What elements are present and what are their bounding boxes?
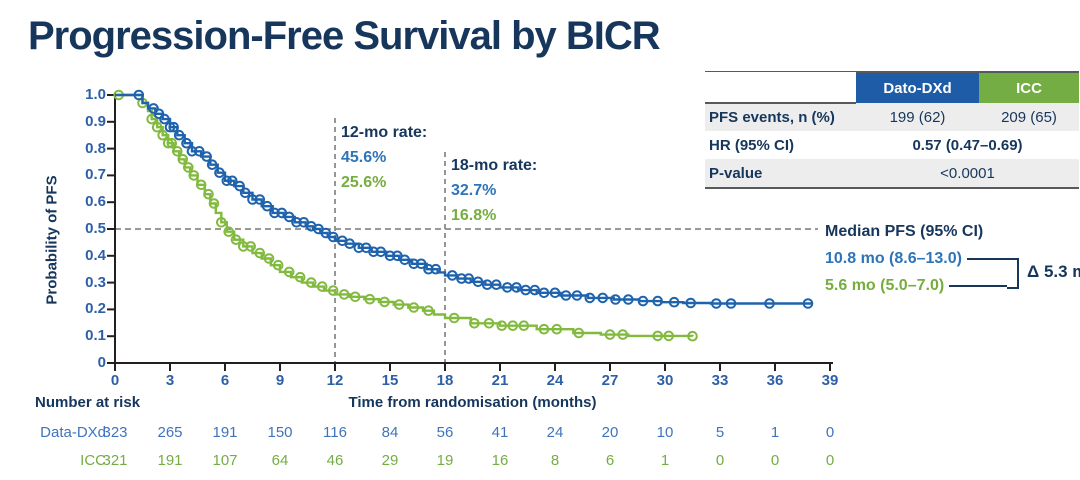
x-tick-label: 18 [436,372,454,389]
risk-count: 0 [825,452,835,469]
stats-header-icc: ICC [979,73,1079,103]
risk-count: 6 [605,452,615,469]
x-tick-label: 6 [220,372,230,389]
x-tick-label: 33 [711,372,729,389]
x-tick-label: 36 [766,372,784,389]
risk-count: 0 [715,452,725,469]
rate-18mo-dato-value: 32.7% [451,182,497,199]
x-tick-label: 39 [821,372,839,389]
x-axis-label: Time from randomisation (months) [348,394,597,411]
stats-hr-value: 0.57 (0.47–0.69) [912,136,1023,154]
x-tick-label: 12 [326,372,344,389]
stats-label-pfs-events: PFS events, n (%) [709,108,835,126]
x-tick-label: 24 [546,372,564,389]
risk-count: 16 [491,452,509,469]
stats-label-pvalue: P-value [709,164,763,182]
risk-row-label: Data-DXd [40,424,106,441]
stats-header-row: Dato-DXd ICC [705,72,1079,104]
median-pfs-title: Median PFS (95% CI) [825,223,984,240]
x-tick-label: 0 [110,372,120,389]
median-icc-value: 5.6 mo (5.0–7.0) [825,276,945,294]
rate-12mo-icc-value: 25.6% [341,174,387,191]
stats-header-dato-dxd: Dato-DXd [856,73,979,103]
median-pfs-annotation: Median PFS (95% CI) 10.8 mo (8.6–13.0) 5… [825,218,1080,299]
risk-count: 10 [656,424,674,441]
rate-12mo-dato-value: 45.6% [341,149,387,166]
y-tick-label: 0.4 [85,246,106,264]
y-tick-label: 0.2 [85,300,106,318]
page-title: Progression-Free Survival by BICR [28,14,661,58]
risk-count: 0 [825,424,835,441]
y-tick-label: 0.9 [85,112,106,130]
y-tick-label: 0 [97,354,106,371]
risk-count: 64 [271,452,289,469]
risk-count: 321 [102,452,128,469]
risk-count: 24 [546,424,564,441]
stats-pfs-events-icc: 209 (65) [1001,108,1057,126]
risk-count: 8 [550,452,560,469]
y-tick-label: 0.5 [85,220,106,237]
number-at-risk-heading: Number at risk [35,394,141,411]
stats-row-pvalue: P-value <0.0001 [705,159,1079,187]
rate-18mo-icc-value: 16.8% [451,207,497,224]
x-tick-label: 27 [601,372,619,389]
y-tick-label: 1.0 [85,86,106,103]
rate-18mo-title: 18-mo rate: [451,157,538,174]
stats-header-empty [705,72,856,104]
stats-row-hr: HR (95% CI) 0.57 (0.47–0.69) [705,131,1079,159]
y-tick-label: 0.3 [85,273,106,291]
risk-count: 46 [326,452,344,469]
risk-count: 29 [381,452,399,469]
risk-count: 116 [323,424,347,441]
risk-row-label: ICC [80,452,106,469]
rate-12mo-title: 12-mo rate: [341,124,428,141]
stats-pfs-events-dato: 199 (62) [889,108,946,126]
bracket-arm-bottom [949,284,1007,287]
stats-table: Dato-DXd ICC PFS events, n (%) 199 (62) … [705,71,1079,189]
stats-label-hr: HR (95% CI) [709,136,795,154]
rate-12mo-annotation: 12-mo rate: 45.6% 25.6% [341,120,427,195]
y-tick-label: 0.8 [85,139,106,157]
risk-count: 19 [436,452,454,469]
risk-count: 191 [212,424,238,441]
x-tick-label: 3 [165,372,175,389]
risk-count: 56 [436,424,454,441]
x-tick-label: 9 [275,372,285,389]
delta-bracket [1007,258,1019,289]
median-dato-value: 10.8 mo (8.6–13.0) [825,249,962,267]
risk-count: 5 [715,424,725,441]
stats-pvalue-value: <0.0001 [940,164,995,182]
y-tick-label: 0.1 [85,327,106,345]
risk-count: 1 [660,452,670,469]
y-tick-label: 0.7 [85,166,106,184]
median-delta-value: Δ 5.3 mo* [1027,261,1080,281]
risk-count: 323 [102,424,128,441]
rate-18mo-annotation: 18-mo rate: 32.7% 16.8% [451,153,537,228]
bracket-arm-top [966,257,1007,260]
x-tick-label: 30 [656,372,674,389]
y-tick-label: 0.6 [85,193,106,211]
risk-count: 41 [491,424,509,441]
stats-row-pfs-events: PFS events, n (%) 199 (62) 209 (65) [705,103,1079,131]
risk-count: 84 [381,424,399,441]
risk-count: 0 [770,452,780,469]
risk-count: 150 [267,424,293,441]
risk-count: 20 [601,424,619,441]
risk-count: 191 [157,452,183,469]
y-axis-label: Probability of PFS [43,175,61,305]
risk-count: 265 [157,424,183,441]
risk-count: 1 [770,424,780,441]
x-tick-label: 15 [381,372,399,389]
x-tick-label: 21 [491,372,509,389]
risk-count: 107 [212,452,238,469]
